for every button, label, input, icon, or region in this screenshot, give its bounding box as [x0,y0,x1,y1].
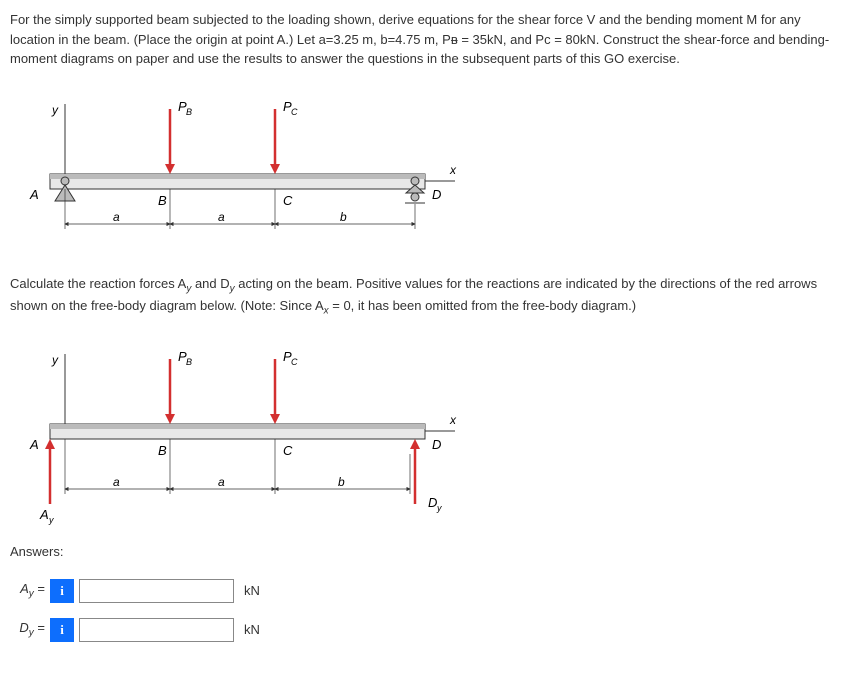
answer-var-ay: Ay = [10,581,50,600]
unit-label: kN [234,583,260,598]
answer-row-ay: Ay = i kN [10,579,832,603]
svg-text:A: A [29,437,39,452]
answer-var-dy: Dy = [10,620,50,639]
svg-text:a: a [113,210,120,224]
svg-text:C: C [283,193,293,208]
dy-input[interactable] [79,618,234,642]
svg-text:B: B [186,357,192,367]
svg-text:C: C [291,107,298,117]
diagram-1: y x PB PC A B C D a a b [10,89,460,259]
svg-text:y: y [51,353,59,367]
info-icon[interactable]: i [50,579,74,603]
ay-input[interactable] [79,579,234,603]
svg-text:B: B [158,193,167,208]
svg-text:b: b [340,210,347,224]
svg-text:C: C [283,443,293,458]
svg-text:b: b [338,475,345,489]
svg-text:y: y [51,103,59,117]
diagram-2: y x PB PC Ay Dy A B C D a a b [10,339,460,529]
svg-text:y: y [436,503,442,513]
svg-text:x: x [449,163,457,177]
answers-label: Answers: [10,544,832,559]
svg-text:x: x [449,413,457,427]
svg-text:C: C [291,357,298,367]
svg-text:B: B [158,443,167,458]
svg-text:D: D [432,437,441,452]
sub-question-text: Calculate the reaction forces Ay and Dy … [10,274,832,319]
answer-row-dy: Dy = i kN [10,618,832,642]
info-icon[interactable]: i [50,618,74,642]
svg-text:A: A [29,187,39,202]
svg-text:A: A [39,507,49,522]
svg-text:a: a [218,475,225,489]
svg-text:D: D [428,495,437,510]
svg-text:B: B [186,107,192,117]
unit-label: kN [234,622,260,637]
svg-text:y: y [48,515,54,525]
svg-text:D: D [432,187,441,202]
problem-text: For the simply supported beam subjected … [10,10,832,69]
svg-text:a: a [218,210,225,224]
svg-text:a: a [113,475,120,489]
